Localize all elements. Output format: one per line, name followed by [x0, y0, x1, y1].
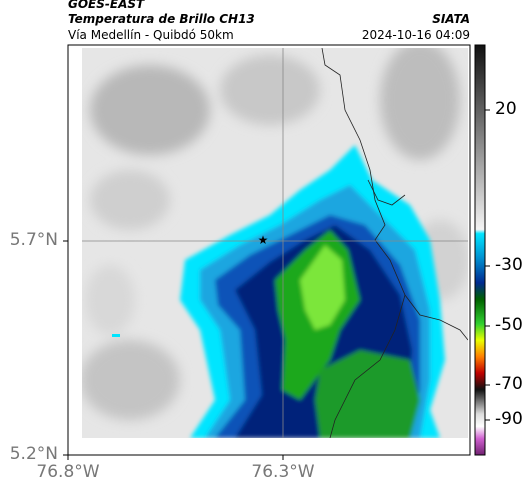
- colorbar-tick-label: -90: [495, 409, 523, 429]
- product-title: Temperatura de Brillo CH13: [68, 12, 255, 26]
- agency: SIATA: [432, 12, 470, 26]
- lat-tick-label: 5.2°N: [9, 444, 58, 464]
- lon-tick-label: 76.8°W: [36, 462, 100, 482]
- colorbar-tick-label: -50: [495, 315, 523, 335]
- city-marker: ★: [258, 233, 269, 247]
- lat-tick-label: 5.7°N: [9, 230, 58, 250]
- route-title: Vía Medellín - Quibdó 50km: [68, 28, 234, 42]
- map-frame: [67, 44, 471, 456]
- source-title: GOES-EAST: [68, 0, 145, 11]
- timestamp: 2024-10-16 04:09: [361, 28, 470, 42]
- colorbar-tick-label: -70: [495, 374, 523, 394]
- satellite-image: ★: [82, 48, 468, 438]
- colorbar: [474, 44, 486, 456]
- lon-tick-label: 76.3°W: [251, 462, 315, 482]
- colorbar-tick-label: 20: [495, 99, 517, 119]
- colorbar-tick-label: -30: [495, 255, 523, 275]
